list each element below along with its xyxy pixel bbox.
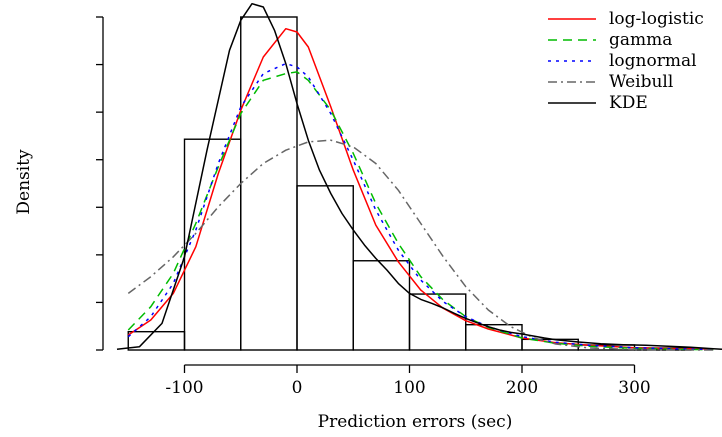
histogram-bars (127, 16, 692, 351)
x-axis-label: Prediction errors (sec) (318, 412, 513, 432)
series-line-gamma (127, 71, 714, 351)
x-tick-label: -100 (165, 378, 203, 398)
y-axis-label: Density (14, 149, 34, 215)
legend-label: log-logistic (609, 9, 704, 29)
x-tick-label: 100 (393, 378, 425, 398)
x-axis: -100 0 100 200 300 (165, 364, 651, 398)
histogram-bar (408, 293, 467, 351)
x-tick-label: 300 (618, 378, 650, 398)
y-axis (96, 16, 104, 351)
series-line-lognormal (127, 62, 714, 351)
legend-label: lognormal (609, 51, 697, 71)
legend-label: gamma (609, 30, 672, 50)
histogram-bar (183, 138, 242, 351)
legend-label: Weibull (609, 72, 673, 92)
series-line-weibull (127, 139, 714, 351)
legend-label: KDE (609, 93, 648, 113)
histogram-bar (352, 260, 411, 351)
density-curves (116, 2, 722, 351)
x-tick-label: 0 (292, 378, 303, 398)
histogram-bar (296, 185, 354, 351)
x-tick-label: 200 (506, 378, 538, 398)
histogram-bar (240, 16, 298, 351)
series-line-kde (116, 2, 722, 351)
